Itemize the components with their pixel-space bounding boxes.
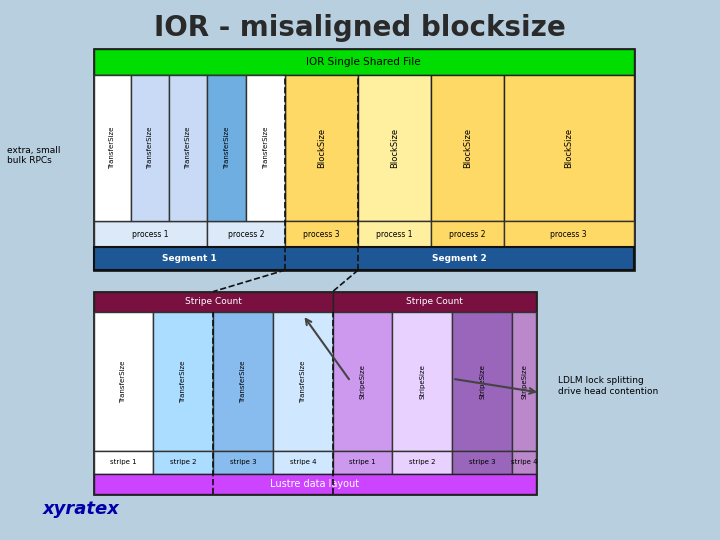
- Bar: [207, 75, 246, 221]
- Bar: [452, 451, 512, 474]
- Bar: [207, 75, 285, 221]
- Text: xyratex: xyratex: [43, 501, 120, 518]
- Text: Lustre data layout: Lustre data layout: [271, 479, 359, 489]
- Text: BlockSize: BlockSize: [463, 128, 472, 168]
- Bar: [512, 312, 536, 451]
- Bar: [285, 75, 359, 221]
- Text: process 2: process 2: [228, 230, 264, 239]
- Bar: [504, 221, 634, 247]
- Text: StripeSize: StripeSize: [479, 364, 485, 399]
- Text: extra, small
bulk RPCs: extra, small bulk RPCs: [7, 146, 60, 165]
- Bar: [431, 221, 504, 247]
- Text: StripeSize: StripeSize: [419, 364, 426, 399]
- Text: stripe 2: stripe 2: [170, 459, 197, 465]
- Text: process 3: process 3: [303, 230, 340, 239]
- Text: TransferSize: TransferSize: [240, 360, 246, 403]
- Bar: [94, 292, 333, 312]
- Text: Stripe Count: Stripe Count: [185, 298, 242, 306]
- Bar: [94, 474, 536, 494]
- Bar: [94, 221, 207, 247]
- Text: TransferSize: TransferSize: [300, 360, 306, 403]
- Bar: [153, 451, 213, 474]
- Text: StripeSize: StripeSize: [359, 364, 366, 399]
- Bar: [452, 312, 512, 451]
- Text: TransferSize: TransferSize: [120, 360, 127, 403]
- Text: TransferSize: TransferSize: [263, 127, 269, 169]
- Bar: [504, 75, 634, 221]
- Bar: [285, 221, 359, 247]
- Text: stripe 2: stripe 2: [409, 459, 436, 465]
- Text: BlockSize: BlockSize: [390, 128, 399, 168]
- Bar: [359, 221, 431, 247]
- Bar: [273, 451, 333, 474]
- Text: process 3: process 3: [551, 230, 587, 239]
- Text: TransferSize: TransferSize: [148, 127, 153, 169]
- Bar: [431, 75, 504, 221]
- Text: process 1: process 1: [132, 230, 168, 239]
- Text: Segment 1: Segment 1: [162, 254, 217, 263]
- Text: IOR Single Shared File: IOR Single Shared File: [306, 57, 421, 66]
- Text: stripe 1: stripe 1: [349, 459, 376, 465]
- Text: stripe 3: stripe 3: [469, 459, 495, 465]
- Bar: [333, 451, 392, 474]
- Bar: [246, 75, 285, 221]
- Bar: [94, 49, 634, 75]
- Bar: [207, 221, 285, 247]
- Bar: [94, 451, 153, 474]
- Bar: [333, 292, 536, 312]
- Bar: [333, 312, 392, 451]
- Bar: [359, 75, 431, 221]
- Bar: [94, 75, 207, 221]
- Bar: [94, 49, 634, 270]
- Text: process 1: process 1: [377, 230, 413, 239]
- Bar: [94, 312, 153, 451]
- Text: stripe 4: stripe 4: [511, 459, 537, 465]
- Text: TransferSize: TransferSize: [180, 360, 186, 403]
- Text: stripe 1: stripe 1: [110, 459, 137, 465]
- Bar: [153, 312, 213, 451]
- Bar: [512, 451, 536, 474]
- Text: stripe 3: stripe 3: [230, 459, 256, 465]
- Text: process 2: process 2: [449, 230, 486, 239]
- Text: LDLM lock splitting
drive head contention: LDLM lock splitting drive head contentio…: [558, 376, 658, 396]
- Text: StripeSize: StripeSize: [521, 364, 527, 399]
- Bar: [94, 247, 634, 270]
- Bar: [94, 292, 536, 494]
- Bar: [213, 451, 273, 474]
- Bar: [169, 75, 207, 221]
- Bar: [273, 312, 333, 451]
- Text: BlockSize: BlockSize: [318, 128, 326, 168]
- Text: Segment 2: Segment 2: [432, 254, 487, 263]
- Text: Stripe Count: Stripe Count: [406, 298, 463, 306]
- Text: stripe 4: stripe 4: [289, 459, 316, 465]
- Text: TransferSize: TransferSize: [185, 127, 191, 169]
- Text: TransferSize: TransferSize: [224, 127, 230, 169]
- Text: IOR - misaligned blocksize: IOR - misaligned blocksize: [154, 14, 566, 42]
- Bar: [94, 75, 132, 221]
- Text: TransferSize: TransferSize: [109, 127, 115, 169]
- Bar: [213, 312, 273, 451]
- Text: BlockSize: BlockSize: [564, 128, 573, 168]
- Bar: [132, 75, 169, 221]
- Bar: [392, 312, 452, 451]
- Bar: [392, 451, 452, 474]
